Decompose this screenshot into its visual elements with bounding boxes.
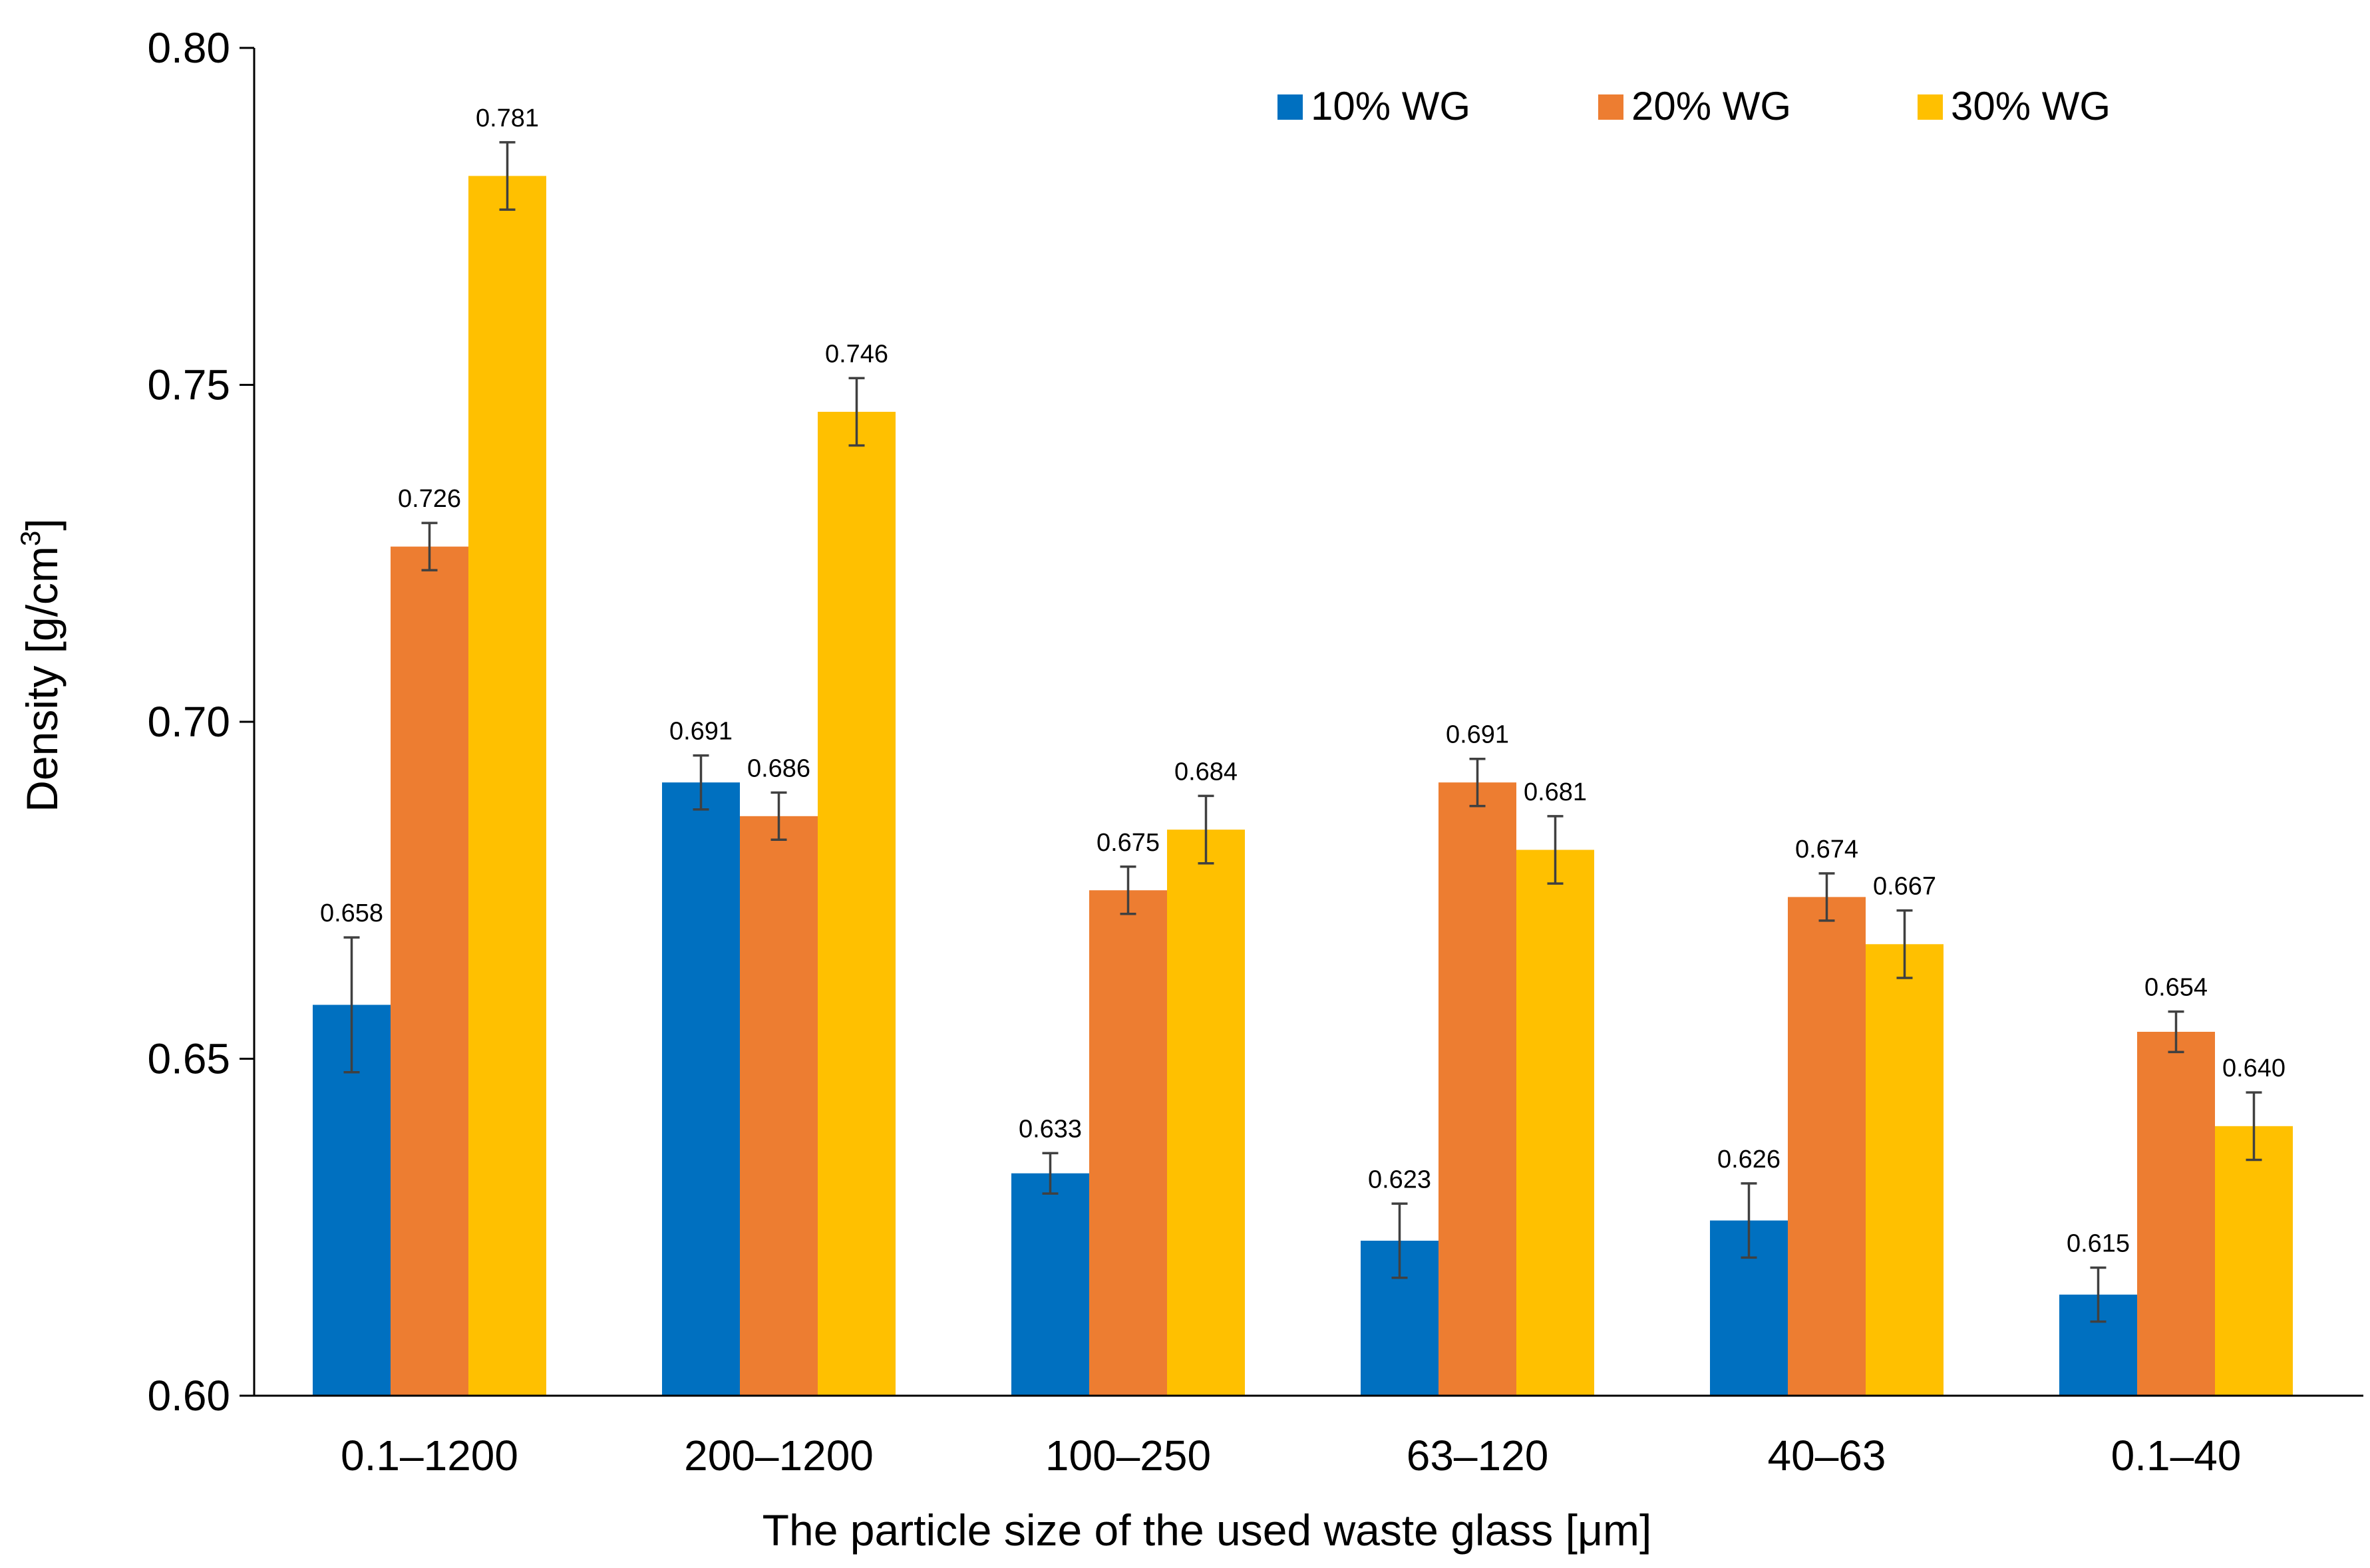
error-bar-1-1 (343, 936, 360, 1074)
data-label-2-2: 0.686 (747, 754, 810, 782)
x-tick-label-4: 63‒120 (1407, 1432, 1549, 1480)
x-tick-label-1: 0.1‒1200 (341, 1432, 518, 1480)
error-bar-2-4 (1469, 757, 1486, 808)
bar-2-4 (1439, 782, 1516, 1396)
error-bar-1-2 (693, 754, 709, 811)
error-bar-3-5 (1896, 909, 1913, 979)
bar-3-1 (468, 176, 546, 1396)
x-tick-label-2: 200‒1200 (684, 1432, 874, 1480)
legend-swatch-1 (1277, 94, 1303, 120)
legend-label-3: 30% WG (1951, 84, 2111, 128)
error-bar-3-3 (1198, 794, 1214, 865)
bar-1-2 (662, 782, 740, 1396)
data-label-1-3: 0.633 (1019, 1115, 1082, 1143)
bar-3-5 (1866, 944, 1944, 1396)
legend: 10% WG 20% WG 30% WG (1277, 84, 2111, 128)
y-tick-label-3: 0.70 (147, 698, 230, 746)
bar-3-6 (2215, 1126, 2293, 1396)
data-label-3-1: 0.781 (476, 104, 539, 132)
error-bar-2-5 (1818, 872, 1835, 922)
y-axis-title: Density [g/cm3] (15, 518, 67, 812)
error-bar-3-6 (2246, 1091, 2262, 1162)
bar-2-5 (1788, 897, 1866, 1396)
bar-3-4 (1516, 850, 1594, 1396)
data-label-3-3: 0.684 (1174, 758, 1238, 786)
bar-3-3 (1167, 830, 1245, 1396)
error-bar-3-2 (848, 377, 865, 447)
legend-swatch-2 (1598, 94, 1623, 120)
bar-2-2 (740, 816, 818, 1396)
bar-3-2 (818, 412, 896, 1396)
error-bar-2-1 (421, 522, 438, 571)
error-bar-1-5 (1741, 1182, 1757, 1259)
data-label-2-4: 0.691 (1446, 721, 1509, 749)
data-label-1-2: 0.691 (669, 718, 733, 746)
data-label-2-5: 0.674 (1795, 836, 1858, 863)
error-bar-3-4 (1547, 815, 1564, 885)
error-bar-2-6 (2168, 1010, 2184, 1054)
x-tick-label-3: 100‒250 (1045, 1432, 1211, 1480)
data-labels-layer: 0.658 0.726 0.781 0.691 0.686 0.746 0.633 0.675… (320, 104, 2285, 1258)
bar-2-6 (2137, 1031, 2215, 1396)
legend-label-1: 10% WG (1311, 84, 1470, 128)
data-label-3-6: 0.640 (2222, 1054, 2285, 1082)
bar-2-3 (1089, 890, 1167, 1396)
data-label-1-5: 0.626 (1717, 1146, 1780, 1174)
error-bar-2-2 (770, 791, 787, 842)
data-label-2-3: 0.675 (1097, 829, 1160, 857)
legend-swatch-3 (1918, 94, 1943, 120)
data-label-1-4: 0.623 (1368, 1166, 1431, 1193)
data-label-2-1: 0.726 (398, 485, 461, 513)
x-axis-title: The particle size of the used waste glas… (762, 1505, 1652, 1555)
y-tick-label-4: 0.75 (147, 361, 230, 409)
data-label-3-4: 0.681 (1524, 778, 1587, 806)
error-bar-3-1 (499, 141, 516, 211)
x-tick-label-5: 40‒63 (1768, 1432, 1886, 1480)
y-axis-title-main: Density [g/cm (17, 546, 67, 812)
error-bar-1-4 (1391, 1202, 1408, 1279)
data-label-1-6: 0.615 (2067, 1230, 2130, 1258)
data-label-1-1: 0.658 (320, 899, 383, 927)
data-label-3-2: 0.746 (825, 340, 888, 368)
bars-layer (313, 176, 2293, 1396)
error-bar-1-6 (2090, 1266, 2107, 1323)
error-bar-1-3 (1042, 1152, 1059, 1195)
y-tick-label-2: 0.65 (147, 1035, 230, 1083)
y-axis-title-suffix: ] (17, 518, 67, 530)
bar-1-3 (1011, 1173, 1089, 1396)
x-tick-label-6: 0.1‒40 (2111, 1432, 2242, 1480)
y-axis-title-superscript: 3 (15, 531, 46, 546)
y-tick-label-5: 0.80 (147, 24, 230, 72)
bar-2-1 (391, 546, 468, 1396)
data-label-3-5: 0.667 (1873, 873, 1936, 901)
error-bar-2-3 (1120, 865, 1136, 915)
legend-label-2: 20% WG (1631, 84, 1791, 128)
y-tick-label-1: 0.60 (147, 1372, 230, 1420)
error-bars-layer (343, 141, 2262, 1323)
axes-layer: 0.1‒1200 200‒1200 100‒250 63‒120 40‒63 0.1‒40… (147, 24, 2363, 1480)
data-label-2-6: 0.654 (2144, 974, 2208, 1002)
